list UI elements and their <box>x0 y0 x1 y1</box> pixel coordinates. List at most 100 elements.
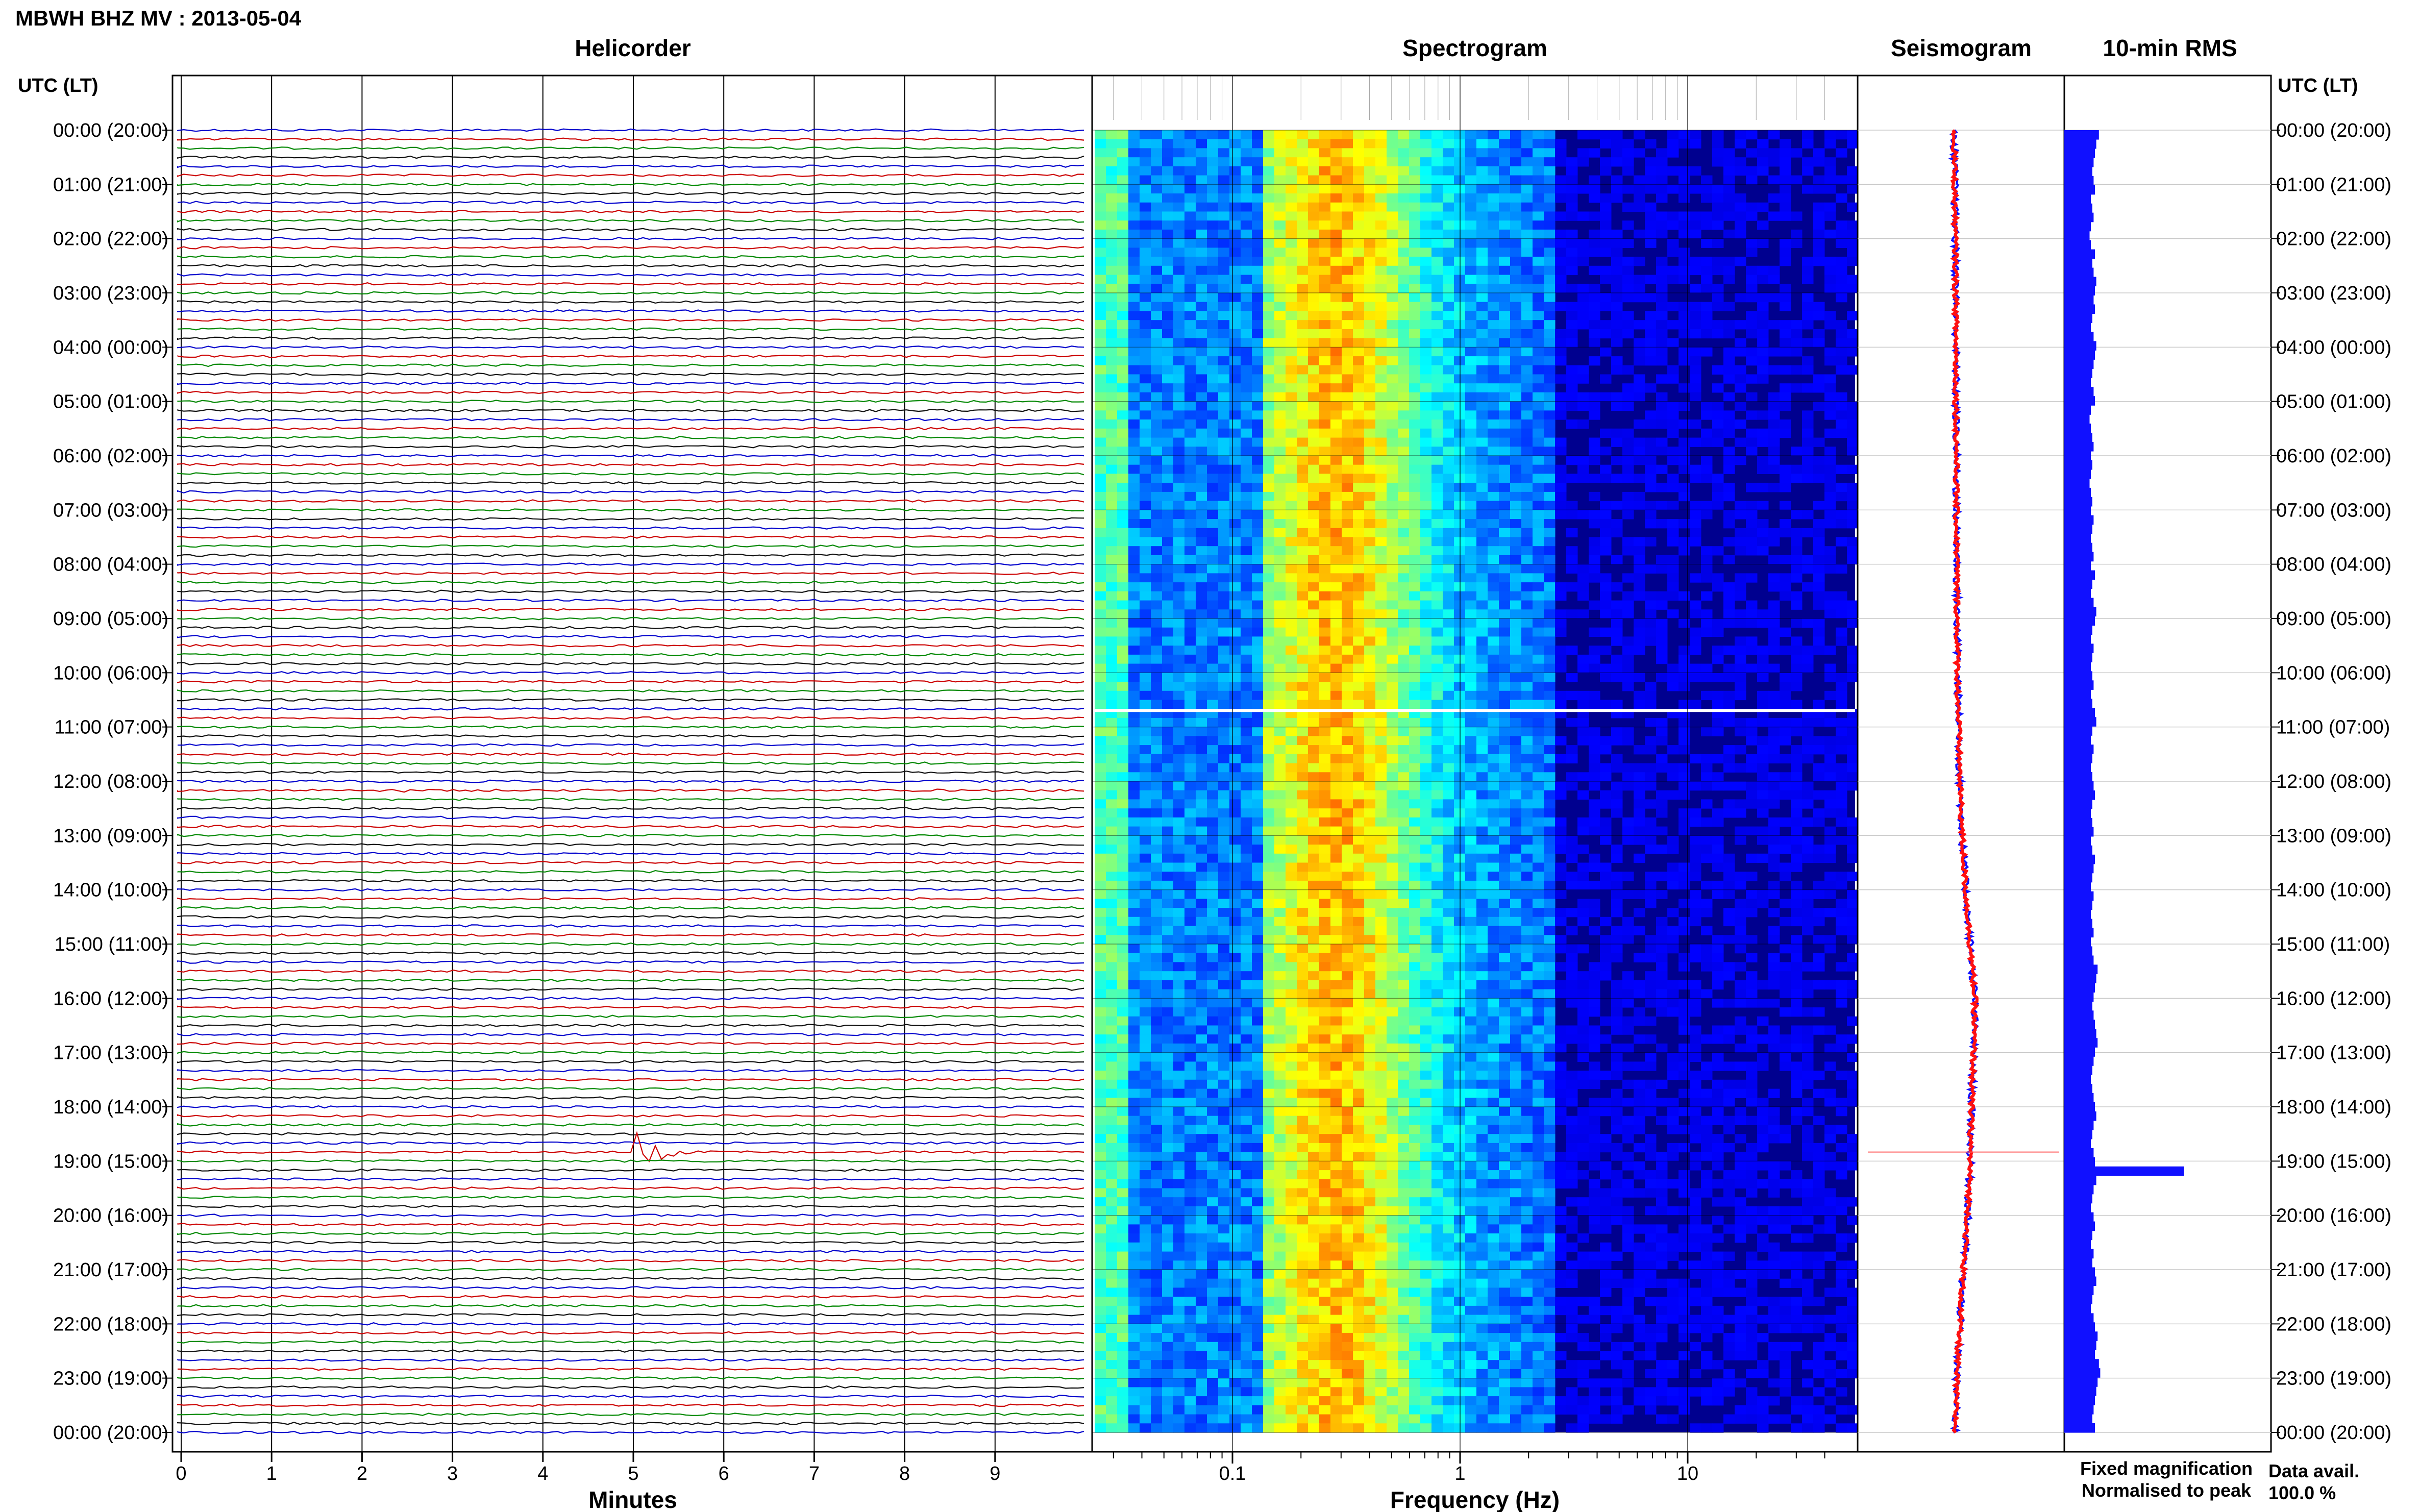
spectrogram-cell <box>1465 772 1477 782</box>
spectrogram-cell <box>1162 872 1174 881</box>
spectrogram-cell <box>1375 745 1387 755</box>
spectrogram-cell <box>1330 184 1342 194</box>
spectrogram-cell <box>1263 447 1275 456</box>
spectrogram-row <box>1095 175 1859 185</box>
spectrogram-cell <box>1375 717 1387 728</box>
spectrogram-cell <box>1667 148 1679 158</box>
spectrogram-cell <box>1162 456 1174 465</box>
spectrogram-cell <box>1555 229 1567 239</box>
spectrogram-cell <box>1375 682 1387 691</box>
spectrogram-cell <box>1140 464 1151 474</box>
spectrogram-cell <box>1768 727 1780 736</box>
minute-tick-label: 4 <box>537 1463 548 1484</box>
spectrogram-cell <box>1140 582 1151 592</box>
spectrogram-cell <box>1095 817 1106 827</box>
spectrogram-cell <box>1701 275 1713 284</box>
spectrogram-cell <box>1263 745 1275 755</box>
spectrogram-cell <box>1095 311 1106 320</box>
spectrogram-cell <box>1398 537 1410 547</box>
spectrogram-cell <box>1151 193 1163 203</box>
spectrogram-cell <box>1443 808 1454 818</box>
time-axis-head-left: UTC (LT) <box>18 75 98 96</box>
spectrogram-cell <box>1476 835 1488 845</box>
spectrogram-cell <box>1409 229 1421 239</box>
spectrogram-cell <box>1184 862 1196 872</box>
spectrogram-cell <box>1824 139 1836 148</box>
spectrogram-row <box>1095 247 1859 257</box>
spectrogram-cell <box>1499 501 1511 510</box>
spectrogram-cell <box>1555 790 1567 800</box>
helicorder-trace <box>177 680 1084 684</box>
spectrogram-title: Spectrogram <box>1402 35 1547 61</box>
spectrogram-cell <box>1241 564 1252 574</box>
helicorder-trace <box>177 671 1084 675</box>
spectrogram-cell <box>1701 609 1713 619</box>
spectrogram-cell <box>1533 700 1544 709</box>
spectrogram-cell <box>1319 193 1331 203</box>
spectrogram-cell <box>1746 483 1758 492</box>
spectrogram-cell <box>1712 257 1724 266</box>
spectrogram-cell <box>1218 663 1230 673</box>
spectrogram-cell <box>1274 329 1286 339</box>
spectrogram-cell <box>1308 175 1320 185</box>
spectrogram-cell <box>1622 265 1634 276</box>
spectrogram-cell <box>1813 220 1825 230</box>
spectrogram-cell <box>1398 329 1410 339</box>
spectrogram-cell <box>1128 464 1140 474</box>
spectrogram-cell <box>1263 284 1275 293</box>
spectrogram-cell <box>1746 781 1758 791</box>
spectrogram-cell <box>1667 302 1679 311</box>
spectrogram-cell <box>1162 491 1174 502</box>
spectrogram-cell <box>1151 148 1163 158</box>
spectrogram-cell <box>1263 817 1275 827</box>
spectrogram-cell <box>1353 826 1365 836</box>
spectrogram-cell <box>1196 483 1207 492</box>
spectrogram-cell <box>1824 591 1836 601</box>
spectrogram-cell <box>1342 745 1353 755</box>
spectrogram-cell <box>1308 673 1320 682</box>
spectrogram-cell <box>1780 682 1791 691</box>
spectrogram-cell <box>1252 727 1264 736</box>
spectrogram-cell <box>1308 654 1320 664</box>
spectrogram-cell <box>1387 600 1398 610</box>
spectrogram-row <box>1095 673 1859 682</box>
spectrogram-cell <box>1723 717 1735 728</box>
spectrogram-cell <box>1274 275 1286 284</box>
spectrogram-cell <box>1398 826 1410 836</box>
spectrogram-cell <box>1499 211 1511 221</box>
spectrogram-cell <box>1510 690 1522 701</box>
spectrogram-cell <box>1364 546 1376 556</box>
spectrogram-cell <box>1443 654 1454 664</box>
spectrogram-cell <box>1409 781 1421 791</box>
spectrogram-cell <box>1162 419 1174 429</box>
spectrogram-cell <box>1768 528 1780 538</box>
spectrogram-cell <box>1387 790 1398 800</box>
spectrogram-cell <box>1387 229 1398 239</box>
spectrogram-cell <box>1723 745 1735 755</box>
minute-tick-label: 5 <box>628 1463 638 1484</box>
spectrogram-cell <box>1847 491 1859 502</box>
spectrogram-cell <box>1465 374 1477 384</box>
spectrogram-cell <box>1768 853 1780 863</box>
spectrogram-cell <box>1577 591 1589 601</box>
spectrogram-cell <box>1387 157 1398 167</box>
spectrogram-cell <box>1353 537 1365 547</box>
spectrogram-cell <box>1690 835 1701 845</box>
spectrogram-cell <box>1701 302 1713 311</box>
spectrogram-cell <box>1836 238 1847 248</box>
spectrogram-cell <box>1274 166 1286 176</box>
helicorder-trace <box>177 1204 1084 1208</box>
spectrogram-cell <box>1229 646 1241 655</box>
spectrogram-cell <box>1364 338 1376 348</box>
spectrogram-cell <box>1364 202 1376 212</box>
spectrogram-cell <box>1836 130 1847 140</box>
spectrogram-cell <box>1555 700 1567 709</box>
spectrogram-cell <box>1813 383 1825 393</box>
spectrogram-cell <box>1308 148 1320 158</box>
spectrogram-cell <box>1128 302 1140 311</box>
spectrogram-cell <box>1836 491 1847 502</box>
spectrogram-cell <box>1656 799 1668 809</box>
spectrogram-cell <box>1667 673 1679 682</box>
spectrogram-cell <box>1140 564 1151 574</box>
spectrogram-cell <box>1184 736 1196 746</box>
